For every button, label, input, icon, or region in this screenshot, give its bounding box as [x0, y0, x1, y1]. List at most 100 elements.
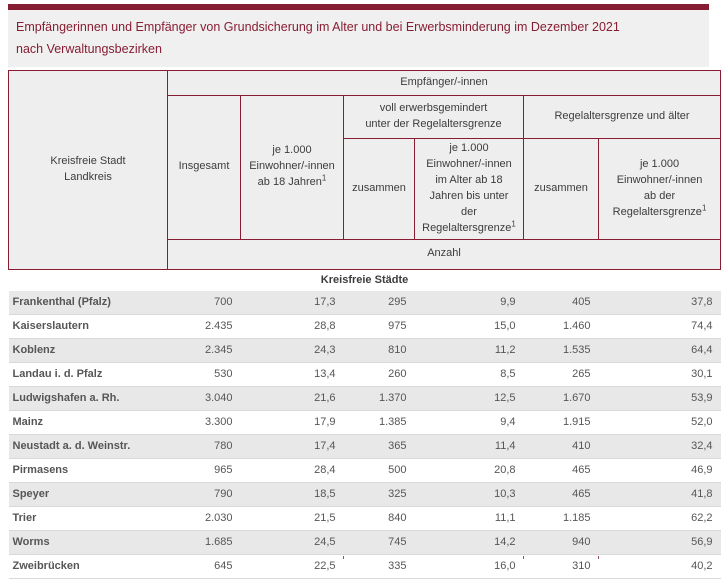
cell-value: 3.300 [167, 410, 241, 435]
group-header-regelaltersgrenze-label: Regelaltersgrenze und älter [554, 110, 690, 123]
cell-value: 530 [167, 362, 241, 387]
next-section-border-tick [343, 556, 344, 559]
col-header-per1000-adults-label: je 1.000 Einwohner/-innen ab 18 Jahren [249, 144, 335, 189]
cell-value: 2.345 [167, 338, 241, 363]
next-section-border-tick [598, 556, 599, 559]
cell-value: 46,9 [598, 458, 721, 483]
cell-value: 41,8 [598, 482, 721, 507]
cell-value: 335 [343, 554, 415, 579]
table-row: Pirmasens 965 28,4 500 20,8 465 46,9 [8, 458, 721, 483]
cell-value: 16,0 [414, 554, 524, 579]
table-row: Ludwigshafen a. Rh. 3.040 21,6 1.370 12,… [8, 386, 721, 411]
row-label: Kaiserslautern [8, 314, 168, 339]
group-header-regelaltersgrenze: Regelaltersgrenze und älter [522, 95, 722, 139]
cell-value: 8,5 [414, 362, 524, 387]
cell-value: 1.685 [167, 530, 241, 555]
cell-value: 810 [343, 338, 415, 363]
table-row: Kaiserslautern 2.435 28,8 975 15,0 1.460… [8, 314, 721, 339]
row-label: Neustadt a. d. Weinstr. [8, 434, 168, 459]
cell-value: 53,9 [598, 386, 721, 411]
row-label: Ludwigshafen a. Rh. [8, 386, 168, 411]
cell-value: 9,9 [414, 290, 524, 315]
cell-value: 37,8 [598, 290, 721, 315]
cell-value: 22,5 [240, 554, 344, 579]
cell-value: 840 [343, 506, 415, 531]
row-label: Koblenz [8, 338, 168, 363]
cell-value: 21,6 [240, 386, 344, 411]
cell-value: 14,2 [414, 530, 524, 555]
cell-value: 40,2 [598, 554, 721, 579]
col-header-per1000-reduced: je 1.000 Einwohner/-innen im Alter ab 18… [414, 138, 524, 240]
cell-value: 3.040 [167, 386, 241, 411]
cell-value: 790 [167, 482, 241, 507]
table-row: Trier 2.030 21,5 840 11,1 1.185 62,2 [8, 506, 721, 531]
cell-value: 1.670 [523, 386, 599, 411]
col-header-per1000-adults: je 1.000 Einwohner/-innen ab 18 Jahren1 [240, 95, 344, 240]
row-label: Worms [8, 530, 168, 555]
col-header-per1000-retired: je 1.000 Einwohner/-innen ab der Regelal… [597, 138, 722, 240]
cell-value: 965 [167, 458, 241, 483]
cell-value: 295 [343, 290, 415, 315]
row-label: Speyer [8, 482, 168, 507]
cell-value: 12,5 [414, 386, 524, 411]
cell-value: 310 [523, 554, 599, 579]
col-header-zusammen-retired-label: zusammen [534, 181, 588, 194]
cell-value: 20,8 [414, 458, 524, 483]
stub-header: Kreisfreie Stadt Landkreis [8, 70, 168, 270]
cell-value: 365 [343, 434, 415, 459]
cell-value: 2.030 [167, 506, 241, 531]
table-row: Zweibrücken 645 22,5 335 16,0 310 40,2 [8, 554, 721, 579]
cell-value: 10,3 [414, 482, 524, 507]
col-header-insgesamt-label: Insgesamt [178, 160, 230, 173]
cell-value: 940 [523, 530, 599, 555]
cell-value: 64,4 [598, 338, 721, 363]
cell-value: 24,3 [240, 338, 344, 363]
group-header-voll-erwerbsgemindert: voll erwerbsgemindert unter der Regelalt… [343, 95, 524, 139]
group-header-voll-erwerbsgemindert-label: voll erwerbsgemindert unter der Regelalt… [365, 102, 502, 130]
cell-value: 2.435 [167, 314, 241, 339]
cell-value: 780 [167, 434, 241, 459]
col-header-zusammen-retired: zusammen [523, 138, 599, 240]
footnote-marker: 1 [701, 203, 707, 213]
cell-value: 265 [523, 362, 599, 387]
statistics-table: Kreisfreie Stadt Landkreis Empfänger/-in… [8, 70, 722, 579]
cell-value: 1.915 [523, 410, 599, 435]
cell-value: 56,9 [598, 530, 721, 555]
cell-value: 1.460 [523, 314, 599, 339]
cell-value: 260 [343, 362, 415, 387]
group-header-empfaenger: Empfänger/-innen [166, 70, 722, 96]
table-row: Speyer 790 18,5 325 10,3 465 41,8 [8, 482, 721, 507]
unit-row-anzahl-label: Anzahl [427, 247, 461, 260]
cell-value: 9,4 [414, 410, 524, 435]
cell-value: 1.385 [343, 410, 415, 435]
cell-value: 500 [343, 458, 415, 483]
cell-value: 465 [523, 458, 599, 483]
cell-value: 52,0 [598, 410, 721, 435]
cell-value: 465 [523, 482, 599, 507]
cell-value: 18,5 [240, 482, 344, 507]
cell-value: 975 [343, 314, 415, 339]
table-row: Frankenthal (Pfalz) 700 17,3 295 9,9 405… [8, 290, 721, 315]
cell-value: 28,4 [240, 458, 344, 483]
cell-value: 700 [167, 290, 241, 315]
section-header-label: Kreisfreie Städte [8, 269, 721, 291]
cell-value: 13,4 [240, 362, 344, 387]
cell-value: 30,1 [598, 362, 721, 387]
next-section-border-tick [523, 556, 524, 559]
row-label: Zweibrücken [8, 554, 168, 579]
row-label: Pirmasens [8, 458, 168, 483]
row-label: Trier [8, 506, 168, 531]
cell-value: 645 [167, 554, 241, 579]
cell-value: 410 [523, 434, 599, 459]
cell-value: 28,8 [240, 314, 344, 339]
col-header-zusammen-reduced: zusammen [343, 138, 415, 240]
cell-value: 74,4 [598, 314, 721, 339]
cell-value: 17,4 [240, 434, 344, 459]
footnote-marker: 1 [321, 173, 327, 183]
cell-value: 32,4 [598, 434, 721, 459]
unit-row-anzahl: Anzahl [166, 238, 722, 270]
col-header-zusammen-reduced-label: zusammen [352, 181, 406, 194]
group-header-empfaenger-label: Empfänger/-innen [400, 76, 488, 89]
table-row: Landau i. d. Pfalz 530 13,4 260 8,5 265 … [8, 362, 721, 387]
footnote-marker: 1 [511, 219, 516, 229]
